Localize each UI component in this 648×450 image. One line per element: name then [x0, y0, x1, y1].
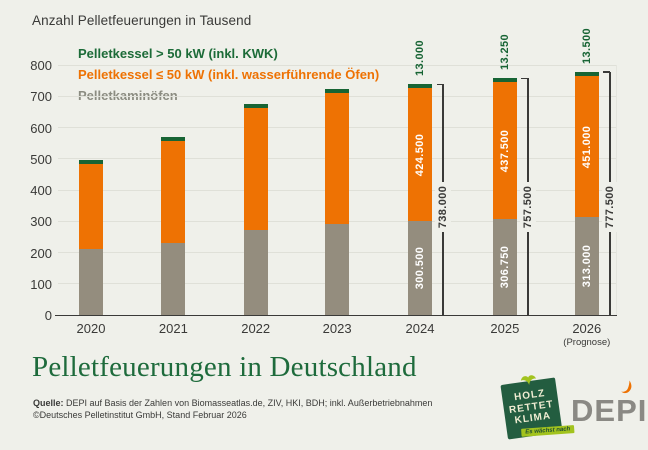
- x-axis-label-2024: 2024: [405, 321, 435, 336]
- bar-2022-kessel-le50: [243, 107, 268, 230]
- bar-2025-kaminoefen: [492, 219, 517, 315]
- legend-item-kaminoefen: Pelletkaminöfen: [78, 87, 178, 103]
- x-axis-label-2020: 2020: [76, 321, 106, 336]
- chart-title: Anzahl Pelletfeuerungen in Tausend: [32, 13, 252, 28]
- bar-2024-kessel-le50: [408, 88, 432, 222]
- total-label-2024-text: 738.000: [435, 181, 451, 233]
- y-axis-label-200: 200: [30, 245, 52, 261]
- x-axis-label-2022: 2022: [241, 321, 271, 336]
- bar-2021-kessel-le50: [161, 140, 186, 243]
- bar-label-2025-kessel-gt50: 13.250: [496, 0, 514, 112]
- total-label-2024: 738.000: [434, 147, 452, 267]
- x-axis-note-2026: (Prognose): [563, 337, 611, 348]
- bar-label-2025-kessel-le50-text: 437.500: [498, 129, 511, 173]
- leaf-icon: [520, 375, 537, 386]
- total-label-2026-text: 777.500: [601, 181, 618, 233]
- source-line: Quelle: DEPI auf Basis der Zahlen von Bi…: [33, 398, 503, 410]
- holz-rettet-klima-logo: HOLZ RETTET KLIMA Es wächst nach: [500, 375, 575, 440]
- x-axis-label-2021: 2021: [158, 321, 188, 336]
- copyright-text: ©Deutsches Pelletinstitut GmbH, Stand Fe…: [33, 409, 247, 420]
- total-label-2025-text: 757.500: [519, 181, 536, 233]
- total-bracket-cap-2024: [436, 83, 444, 86]
- x-axis-label-2023: 2023: [322, 321, 352, 336]
- total-label-2026: 777.500: [601, 147, 619, 267]
- y-axis-label-800: 800: [30, 58, 52, 73]
- y-axis-label-100: 100: [30, 276, 52, 292]
- y-axis-label-0: 0: [44, 308, 52, 323]
- total-bracket-cap-2026: [603, 71, 611, 73]
- bar-2021-kaminoefen: [161, 242, 186, 315]
- y-axis-label-500: 500: [30, 151, 52, 167]
- bar-2023-kessel-le50: [325, 93, 350, 225]
- bar-2024-kaminoefen: [408, 221, 432, 315]
- source-detail: DEPI auf Basis der Zahlen von Biomasseat…: [63, 398, 433, 408]
- bar-2022-kaminoefen: [243, 229, 268, 315]
- total-label-2025: 757.500: [519, 147, 537, 267]
- legend-item-kessel-gt50: Pelletkessel > 50 kW (inkl. KWK): [78, 46, 278, 61]
- bar-2026-kessel-le50: [574, 76, 599, 218]
- bar-label-2025-kaminoefen-text: 306.750: [498, 245, 511, 289]
- bar-2025-kessel-le50: [492, 82, 517, 220]
- bar-2025-kessel-gt50: [492, 78, 517, 83]
- y-axis-label-600: 600: [30, 120, 52, 136]
- page-title: Pelletfeuerungen in Deutschland: [32, 351, 417, 383]
- bar-label-2024-kaminoefen-text: 300.500: [414, 246, 426, 290]
- total-bracket-cap-2025: [521, 77, 529, 80]
- bar-2023-kessel-gt50: [325, 89, 350, 94]
- bar-label-2026-kessel-gt50: 13.500: [578, 0, 596, 106]
- flame-icon: [621, 380, 632, 394]
- bar-2021-kessel-gt50: [161, 136, 186, 141]
- x-axis-line: [55, 314, 617, 316]
- source-text: Quelle: DEPI auf Basis der Zahlen von Bi…: [33, 398, 503, 421]
- bar-label-2025-kessel-gt50-text: 13.250: [498, 34, 511, 71]
- bar-label-2026-kessel-le50-text: 451.000: [580, 125, 593, 168]
- bar-label-2026-kessel-gt50-text: 13.500: [580, 28, 593, 65]
- depi-logo: DEPI: [571, 380, 648, 428]
- source-label: Quelle:: [33, 398, 64, 408]
- bar-label-2024-kessel-gt50: 13.000: [411, 0, 429, 118]
- bar-label-2024-kessel-le50-text: 424.500: [414, 133, 426, 177]
- bar-2026-kessel-gt50: [574, 72, 599, 77]
- x-axis-label-2025: 2025: [490, 321, 520, 336]
- chart-legend: Pelletkessel > 50 kW (inkl. KWK) Pelletk…: [78, 44, 379, 106]
- x-axis-label-2026: 2026: [572, 321, 602, 336]
- depi-logo-text: DEPI: [571, 393, 648, 428]
- bar-2022-kessel-gt50: [243, 103, 268, 108]
- bar-label-2026-kaminoefen: 313.000: [578, 206, 596, 326]
- bar-2023-kaminoefen: [325, 224, 350, 315]
- y-axis-label-700: 700: [30, 89, 52, 105]
- bar-label-2026-kaminoefen-text: 313.000: [580, 244, 593, 288]
- gridline-800: [58, 64, 617, 66]
- bar-2020-kaminoefen: [79, 249, 103, 315]
- bar-label-2024-kaminoefen: 300.500: [411, 208, 429, 328]
- bar-2026-kaminoefen: [574, 217, 599, 315]
- bar-2020-kessel-gt50: [79, 160, 103, 164]
- legend-item-kessel-le50: Pelletkessel ≤ 50 kW (inkl. wasserführen…: [78, 66, 380, 82]
- bar-label-2024-kessel-gt50-text: 13.000: [414, 40, 426, 77]
- y-axis-label-300: 300: [30, 214, 52, 230]
- bar-label-2025-kaminoefen: 306.750: [496, 207, 514, 327]
- y-axis-label-400: 400: [30, 183, 52, 198]
- bar-2020-kessel-le50: [79, 163, 103, 250]
- bar-2024-kessel-gt50: [408, 84, 432, 89]
